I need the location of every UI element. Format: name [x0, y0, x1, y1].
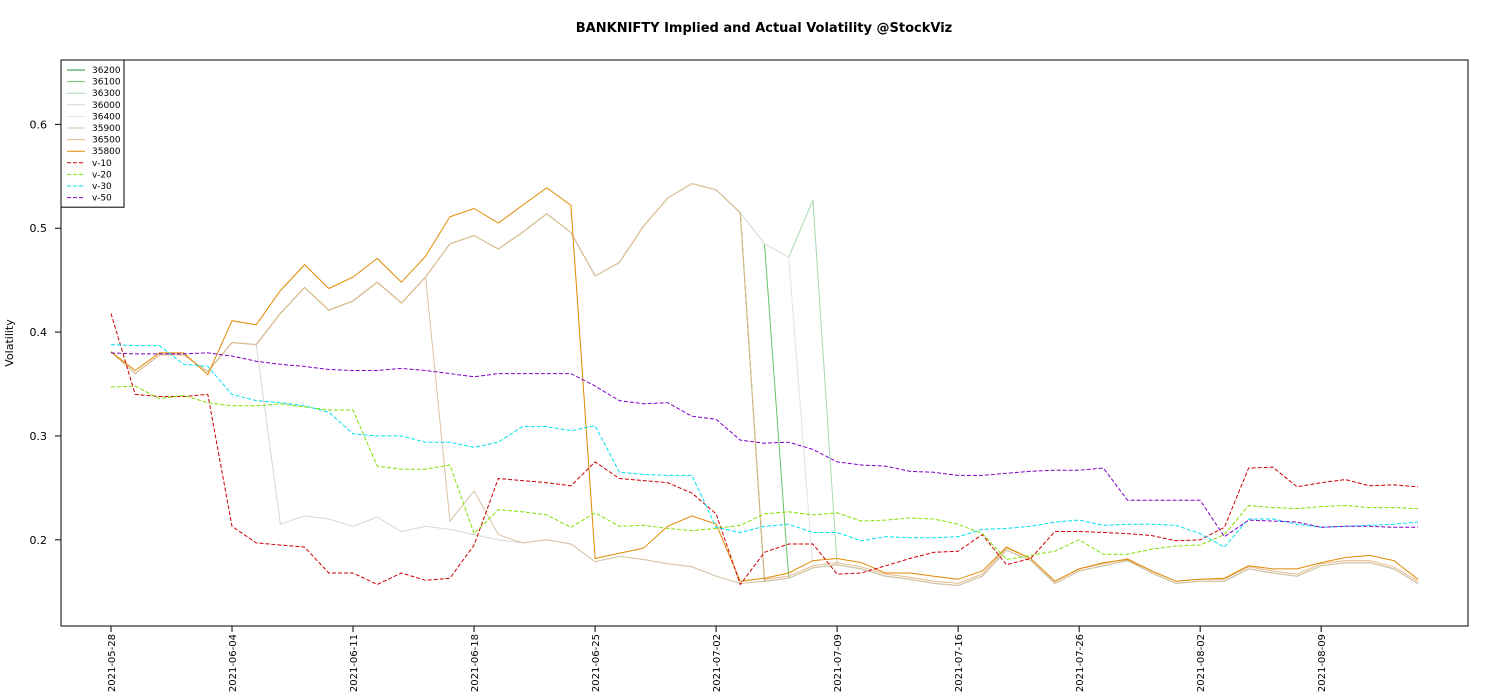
- x-tick-label: 2021-07-16: [954, 634, 965, 692]
- series-line: [110, 183, 1419, 587]
- x-tick-label: 2021-08-02: [1196, 634, 1207, 692]
- x-tick-label: 2021-07-02: [712, 634, 723, 692]
- x-tick-label: 2021-06-18: [470, 634, 481, 692]
- series-line: [110, 313, 1419, 586]
- series-line: [110, 344, 1419, 548]
- y-axis-label: Volatility: [3, 319, 16, 367]
- y-tick-label: 0.2: [30, 534, 48, 547]
- x-tick-label: 2021-08-09: [1317, 634, 1328, 692]
- chart-title: BANKNIFTY Implied and Actual Volatility …: [576, 21, 952, 36]
- legend-label: v-20: [92, 170, 112, 180]
- series-line: [110, 275, 1419, 587]
- x-tick-label: 2021-07-09: [833, 634, 844, 692]
- series-line: [110, 187, 1419, 582]
- legend-label: 36400: [92, 112, 121, 122]
- y-tick-label: 0.6: [30, 118, 48, 131]
- legend-label: 35800: [92, 147, 121, 157]
- x-tick-label: 2021-06-04: [228, 634, 239, 692]
- legend-label: 35900: [92, 124, 121, 134]
- y-tick-label: 0.5: [30, 222, 48, 235]
- legend-label: 36000: [92, 101, 121, 111]
- y-tick-label: 0.3: [30, 430, 48, 443]
- x-tick-label: 2021-06-11: [349, 634, 360, 692]
- series-line: [110, 352, 1418, 538]
- plot-frame: [60, 59, 1469, 627]
- y-tick-label: 0.4: [30, 326, 48, 339]
- legend-label: v-50: [92, 194, 112, 204]
- x-tick-label: 2021-05-28: [107, 634, 118, 692]
- legend-label: v-30: [92, 182, 112, 192]
- x-tick-label: 2021-07-26: [1075, 634, 1086, 692]
- legend-label: v-10: [92, 159, 112, 169]
- legend-label: 36200: [92, 66, 121, 76]
- legend-box: [60, 59, 125, 208]
- legend-label: 36500: [92, 136, 121, 146]
- series-line: [110, 385, 1419, 561]
- legend-label: 36100: [92, 78, 121, 88]
- x-tick-label: 2021-06-25: [591, 634, 602, 692]
- legend-label: 36300: [92, 89, 121, 99]
